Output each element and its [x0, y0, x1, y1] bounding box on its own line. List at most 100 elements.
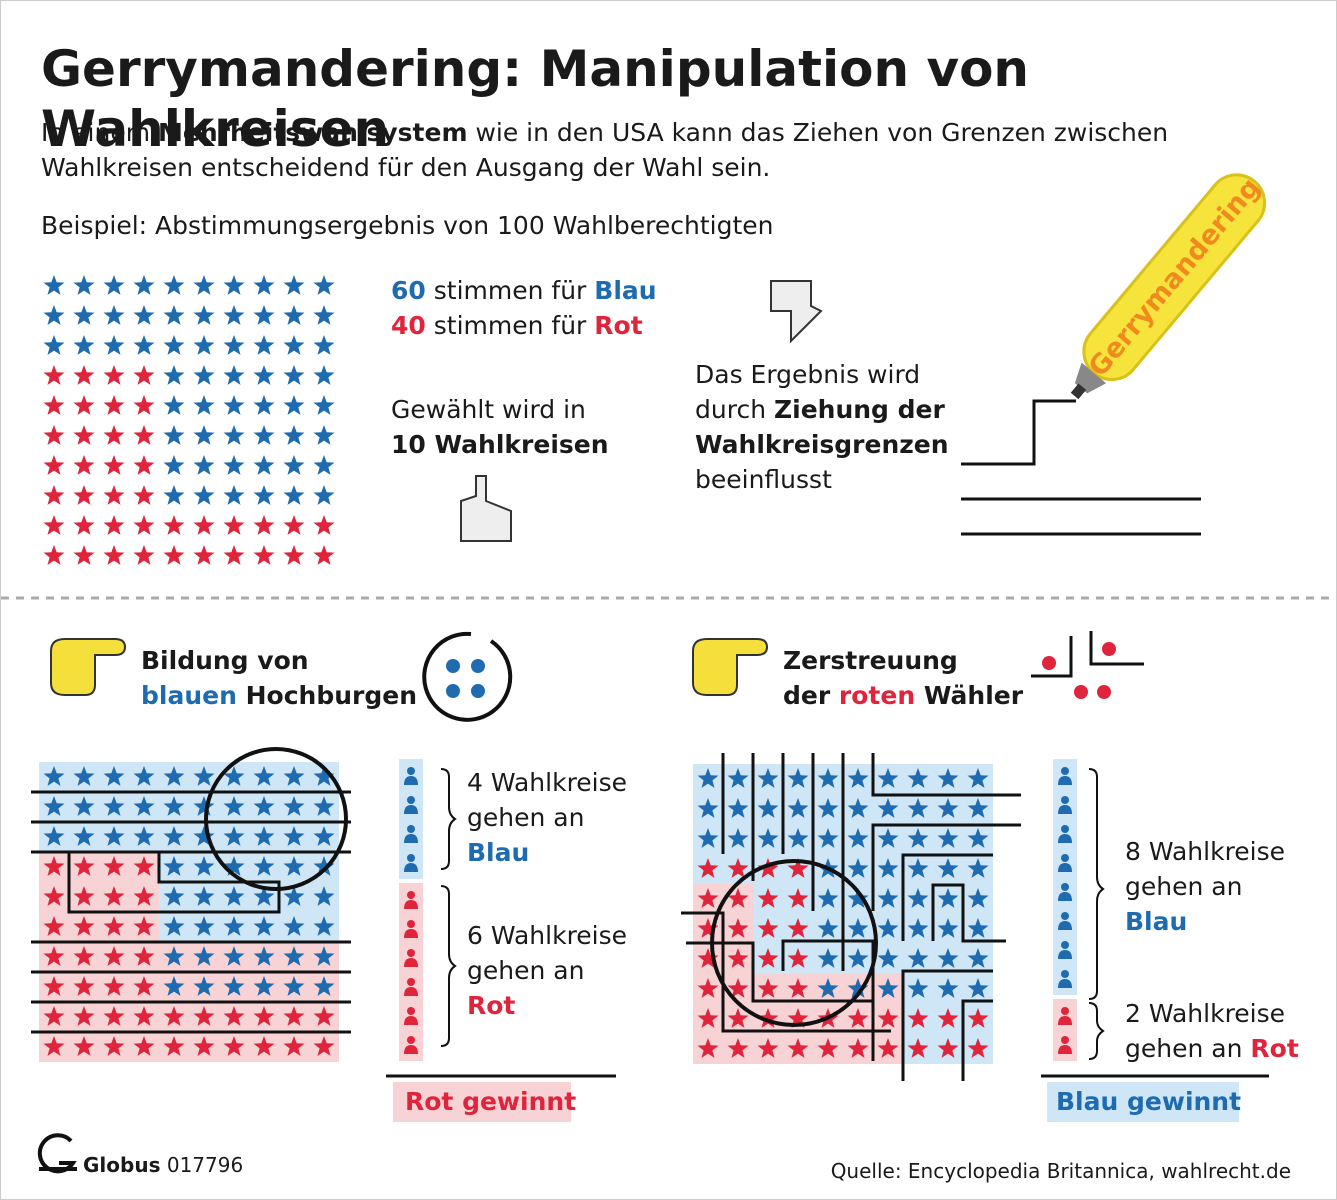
- voter-star: [43, 796, 65, 816]
- voter-star: [937, 828, 959, 848]
- voter-star: [757, 948, 779, 968]
- voter-star: [283, 796, 305, 816]
- voter-star: [163, 425, 185, 445]
- voter-star: [727, 918, 749, 938]
- voter-icon: [1058, 921, 1072, 930]
- voter-star: [133, 766, 155, 786]
- voter-star: [223, 335, 245, 355]
- voter-star: [223, 946, 245, 966]
- voter-star: [313, 1006, 335, 1026]
- voter-star: [313, 976, 335, 996]
- voter-star: [313, 856, 335, 876]
- voter-star: [193, 856, 215, 876]
- voter-star: [223, 1006, 245, 1026]
- voter-star: [193, 275, 215, 295]
- voter-icon: [407, 796, 415, 804]
- voter-star: [253, 826, 275, 846]
- voter-star: [907, 768, 929, 788]
- voter-star: [967, 978, 989, 998]
- voter-star: [193, 1036, 215, 1056]
- voter-star: [787, 978, 809, 998]
- voter-star: [313, 365, 335, 385]
- voter-star: [193, 886, 215, 906]
- result-verb: gehen an: [1125, 1034, 1243, 1063]
- voter-star: [103, 766, 125, 786]
- voter-star: [877, 1038, 899, 1058]
- voter-icon: [407, 1007, 415, 1015]
- voter-star: [103, 485, 125, 505]
- intro-text: wie in den USA kann das Ziehen von Grenz…: [41, 118, 1169, 182]
- marker-label: Gerrymandering: [1083, 172, 1267, 383]
- voter-star: [193, 946, 215, 966]
- result: 6 Wahlkreise gehen an Rot: [467, 918, 627, 1023]
- voter-star: [847, 1038, 869, 1058]
- voter-star: [163, 976, 185, 996]
- voter-star: [937, 948, 959, 968]
- result-party: Rot: [1250, 1034, 1299, 1063]
- elected: Gewählt wird in 10 Wahlkreisen: [391, 392, 609, 462]
- result-party: Blau: [467, 838, 530, 867]
- voter-star: [253, 455, 275, 475]
- voter-icon: [1058, 1016, 1072, 1025]
- voter-star: [907, 1038, 929, 1058]
- voter-star: [283, 1006, 305, 1026]
- voter-icon: [1061, 796, 1069, 804]
- voter-star: [907, 858, 929, 878]
- voter-star: [73, 976, 95, 996]
- voter-icon: [407, 767, 415, 775]
- voter-star: [73, 305, 95, 325]
- voter-star: [697, 858, 719, 878]
- voter-star: [253, 916, 275, 936]
- outcome: Rot gewinnt: [405, 1087, 577, 1116]
- voter-star: [103, 886, 125, 906]
- voter-star: [133, 275, 155, 295]
- voter-star: [283, 766, 305, 786]
- voter-icon: [404, 987, 418, 996]
- voter-star: [253, 1006, 275, 1026]
- voter-star: [133, 515, 155, 535]
- voter-star: [43, 425, 65, 445]
- voter-star: [817, 828, 839, 848]
- result-verb: gehen an: [1125, 872, 1243, 901]
- voter-star: [223, 1036, 245, 1056]
- voter-star: [103, 335, 125, 355]
- voter-star: [223, 395, 245, 415]
- voter-star: [877, 828, 899, 848]
- outcome-box: [393, 1082, 571, 1122]
- heading-text: der: [783, 681, 831, 710]
- voter-star: [313, 485, 335, 505]
- voter-star: [907, 828, 929, 848]
- voter-star: [163, 455, 185, 475]
- voter-star: [937, 978, 959, 998]
- intro: In einem Mehrheitswahlsystem wie in den …: [41, 115, 1291, 185]
- right-heading: Zerstreuung der roten Wähler: [783, 643, 1023, 713]
- voter-icon: [407, 949, 415, 957]
- voter-star: [283, 1036, 305, 1056]
- voter-star: [313, 425, 335, 445]
- result: 4 Wahlkreise gehen an Blau: [467, 765, 627, 870]
- voter-star: [193, 305, 215, 325]
- voter-star: [133, 545, 155, 565]
- voter-star: [133, 946, 155, 966]
- voter-star: [313, 395, 335, 415]
- voter-star: [283, 335, 305, 355]
- voter-star: [313, 946, 335, 966]
- voter-star: [223, 365, 245, 385]
- voter-star: [313, 1036, 335, 1056]
- left-heading: Bildung von blauen Hochburgen: [141, 643, 417, 713]
- voter-star: [697, 918, 719, 938]
- voter-star: [787, 1008, 809, 1028]
- voter-star: [283, 856, 305, 876]
- voter-star: [193, 455, 215, 475]
- voter-star: [163, 796, 185, 816]
- voter-star: [193, 796, 215, 816]
- voter-star: [283, 916, 305, 936]
- voter-star: [757, 768, 779, 788]
- voter-star: [967, 948, 989, 968]
- voter-star: [313, 275, 335, 295]
- voter-star: [253, 335, 275, 355]
- voter-star: [73, 395, 95, 415]
- voter-star: [877, 768, 899, 788]
- voter-star: [43, 1036, 65, 1056]
- voter-star: [193, 335, 215, 355]
